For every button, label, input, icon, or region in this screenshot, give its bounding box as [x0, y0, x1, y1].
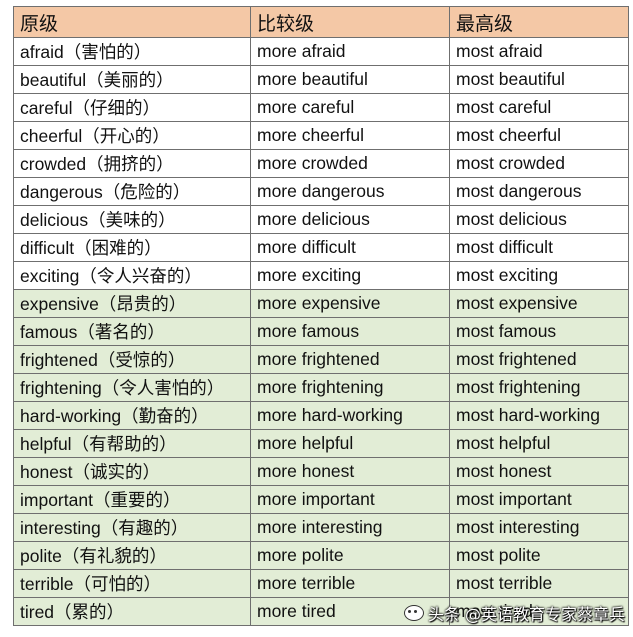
cell-comparative: more delicious	[250, 205, 450, 234]
cell-comparative: more famous	[250, 317, 450, 346]
cell-comparative: more exciting	[250, 261, 450, 290]
cell-base-form: beautiful（美丽的）	[13, 65, 251, 94]
cell-comparative: more cheerful	[250, 121, 450, 150]
table-row: crowded（拥挤的） more crowded most crowded	[13, 149, 629, 178]
table-row: cheerful（开心的） more cheerful most cheerful	[13, 121, 629, 150]
cell-base-form: careful（仔细的）	[13, 93, 251, 122]
cell-base-form: interesting（有趣的）	[13, 513, 251, 542]
cell-base-form: dangerous（危险的）	[13, 177, 251, 206]
cell-base-form: cheerful（开心的）	[13, 121, 251, 150]
cell-comparative: more beautiful	[250, 65, 450, 94]
cell-base-form: important（重要的）	[13, 485, 251, 514]
table-row: tired（累的） more tired most tired	[13, 597, 629, 626]
cell-superlative: most afraid	[449, 37, 629, 66]
cell-superlative: most polite	[449, 541, 629, 570]
cell-comparative: more crowded	[250, 149, 450, 178]
table-row: afraid（害怕的） more afraid most afraid	[13, 37, 629, 66]
cell-comparative: more hard-working	[250, 401, 450, 430]
cell-base-form: delicious（美味的）	[13, 205, 251, 234]
cell-comparative: more frightened	[250, 345, 450, 374]
cell-superlative: most delicious	[449, 205, 629, 234]
cell-comparative: more expensive	[250, 289, 450, 318]
cell-superlative: most helpful	[449, 429, 629, 458]
table-row: dangerous（危险的） more dangerous most dangero…	[13, 177, 629, 206]
table-row: expensive（昂贵的） more expensive most expensi…	[13, 289, 629, 318]
cell-superlative: most hard-working	[449, 401, 629, 430]
table-row: honest（诚实的） more honest most honest	[13, 457, 629, 486]
cell-base-form: expensive（昂贵的）	[13, 289, 251, 318]
cell-superlative: most dangerous	[449, 177, 629, 206]
cell-superlative: most honest	[449, 457, 629, 486]
table-row: exciting（令人兴奋的） more exciting most excitin…	[13, 261, 629, 290]
cell-base-form: hard-working（勤奋的）	[13, 401, 251, 430]
cell-comparative: more important	[250, 485, 450, 514]
cell-base-form: famous（著名的）	[13, 317, 251, 346]
cell-base-form: honest（诚实的）	[13, 457, 251, 486]
cell-superlative: most interesting	[449, 513, 629, 542]
table-row: famous（著名的） more famous most famous	[13, 317, 629, 346]
cell-base-form: frightened（受惊的）	[13, 345, 251, 374]
watermark: 头条 @英语教育专家蔡章兵	[403, 601, 625, 625]
table-row: frightened（受惊的） more frightened most frigh…	[13, 345, 629, 374]
table-row: delicious（美味的） more delicious most delicio…	[13, 205, 629, 234]
cell-superlative: most careful	[449, 93, 629, 122]
cell-comparative: more honest	[250, 457, 450, 486]
cell-base-form: terrible（可怕的）	[13, 569, 251, 598]
cell-base-form: tired（累的）	[13, 597, 251, 626]
header-base-form: 原级	[13, 6, 251, 38]
cell-comparative: more interesting	[250, 513, 450, 542]
cell-comparative: more difficult	[250, 233, 450, 262]
table-row: important（重要的） more important most importa…	[13, 485, 629, 514]
cell-comparative: more afraid	[250, 37, 450, 66]
table-row: interesting（有趣的） more interesting most int…	[13, 513, 629, 542]
cell-comparative: more polite	[250, 541, 450, 570]
table-row: careful（仔细的） more careful most careful	[13, 93, 629, 122]
cell-base-form: polite（有礼貌的）	[13, 541, 251, 570]
cell-superlative: most expensive	[449, 289, 629, 318]
table-row: frightening（令人害怕的） more frightening most f…	[13, 373, 629, 402]
cell-base-form: helpful（有帮助的）	[13, 429, 251, 458]
table-row: helpful（有帮助的） more helpful most helpful	[13, 429, 629, 458]
cell-base-form: difficult（困难的）	[13, 233, 251, 262]
cell-superlative: most frightened	[449, 345, 629, 374]
cell-superlative: most difficult	[449, 233, 629, 262]
cell-superlative: most crowded	[449, 149, 629, 178]
cell-comparative: more helpful	[250, 429, 450, 458]
cell-superlative: most important	[449, 485, 629, 514]
table-row: polite（有礼貌的） more polite most polite	[13, 541, 629, 570]
cell-superlative: most exciting	[449, 261, 629, 290]
cell-superlative: most famous	[449, 317, 629, 346]
cell-comparative: more terrible	[250, 569, 450, 598]
table-body: afraid（害怕的） more afraid most afraid beautif…	[13, 37, 629, 626]
cell-superlative: most cheerful	[449, 121, 629, 150]
cell-superlative: most frightening	[449, 373, 629, 402]
cell-comparative: more dangerous	[250, 177, 450, 206]
cell-comparative: more careful	[250, 93, 450, 122]
table-row: terrible（可怕的） more terrible most terrible	[13, 569, 629, 598]
table-row: hard-working（勤奋的） more hard-working most h…	[13, 401, 629, 430]
header-superlative: 最高级	[449, 6, 629, 38]
table-row: difficult（困难的） more difficult most difficu…	[13, 233, 629, 262]
header-row: 原级 比较级 最高级	[13, 6, 629, 38]
watermark-text: 头条 @英语教育专家蔡章兵	[427, 605, 625, 624]
cell-base-form: afraid（害怕的）	[13, 37, 251, 66]
adjective-comparison-table: 原级 比较级 最高级 afraid（害怕的） more afraid most af…	[13, 6, 629, 626]
cell-base-form: exciting（令人兴奋的）	[13, 261, 251, 290]
cell-superlative: most terrible	[449, 569, 629, 598]
table-row: beautiful（美丽的） more beautiful most beautif…	[13, 65, 629, 94]
header-comparative: 比较级	[250, 6, 450, 38]
wechat-logo-icon	[403, 605, 424, 621]
cell-superlative: most beautiful	[449, 65, 629, 94]
cell-comparative: more frightening	[250, 373, 450, 402]
cell-base-form: crowded（拥挤的）	[13, 149, 251, 178]
cell-base-form: frightening（令人害怕的）	[13, 373, 251, 402]
cell-superlative: most tired	[449, 597, 629, 626]
